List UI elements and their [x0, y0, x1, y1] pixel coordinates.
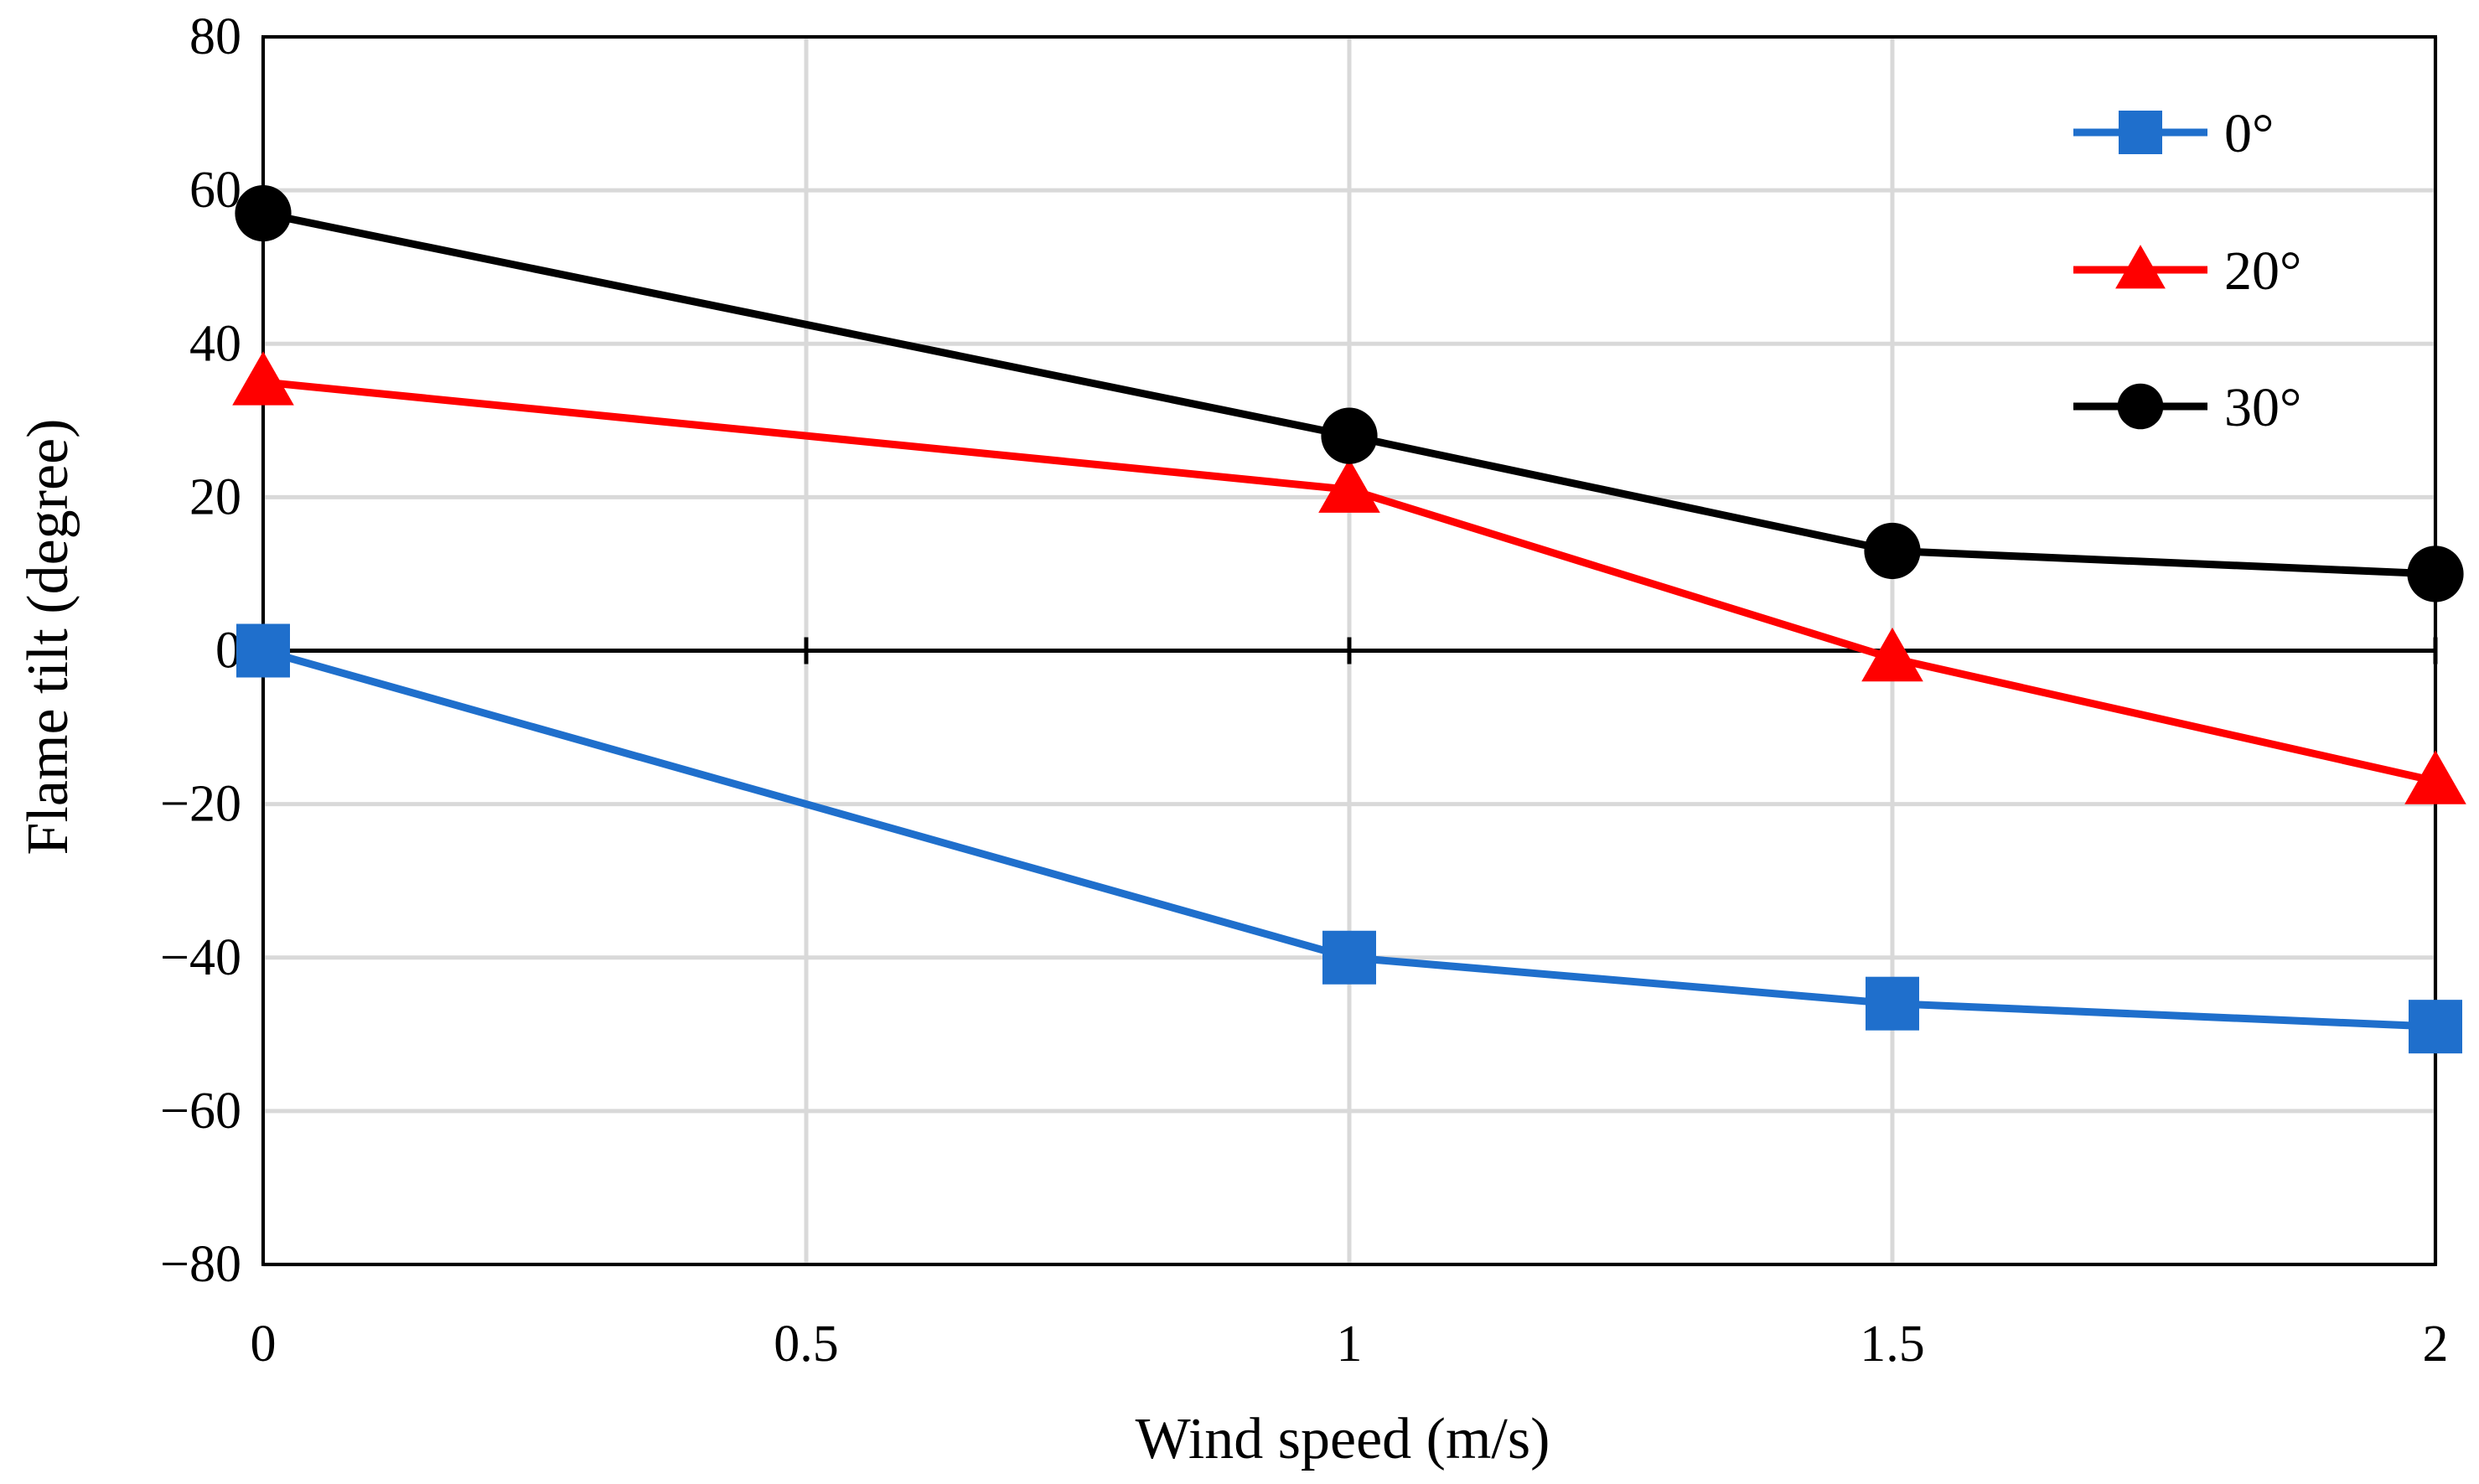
triangle-marker — [1318, 458, 1380, 513]
y-tick-label: −80 — [160, 1236, 241, 1293]
square-marker — [1322, 930, 1376, 985]
y-tick-label: −20 — [160, 776, 241, 833]
legend-item: 0° — [2073, 103, 2274, 164]
legend-label: 20° — [2224, 240, 2301, 302]
series-0 — [236, 623, 2462, 1054]
y-tick-label: −40 — [160, 929, 241, 986]
x-tick-label: 2 — [2423, 1316, 2449, 1373]
triangle-marker — [1861, 627, 1923, 682]
series-line — [262, 378, 2436, 785]
circle-marker — [1864, 522, 1921, 580]
series-group — [232, 184, 2466, 1054]
y-tick-label: 80 — [189, 8, 241, 65]
triangle-marker — [2115, 245, 2166, 289]
circle-marker — [2117, 383, 2164, 430]
square-marker — [2409, 1000, 2462, 1054]
legend-item: 30° — [2073, 377, 2301, 438]
legend-item: 20° — [2073, 240, 2301, 302]
x-tick-label: 1.5 — [1860, 1316, 1925, 1373]
x-axis-title: Wind speed (m/s) — [1136, 1407, 1550, 1471]
square-marker — [1866, 976, 1919, 1031]
circle-marker — [2407, 546, 2464, 602]
legend-label: 30° — [2224, 377, 2301, 438]
x-tick-label: 0.5 — [774, 1316, 839, 1373]
x-tick-label: 1 — [1337, 1316, 1363, 1373]
square-marker — [236, 623, 290, 678]
y-tick-label: 20 — [189, 468, 241, 525]
y-tick-label: 40 — [189, 315, 241, 372]
series-line — [262, 209, 2436, 578]
series-1 — [232, 351, 2466, 804]
series-2 — [235, 184, 2464, 602]
y-tick-label: 60 — [189, 162, 241, 219]
triangle-marker — [2404, 750, 2466, 804]
legend-label: 0° — [2224, 103, 2274, 164]
series-line — [261, 647, 2436, 1031]
y-axis-title: Flame tilt (degree) — [16, 419, 80, 856]
y-tick-label: −60 — [160, 1083, 241, 1140]
circle-marker — [235, 184, 292, 242]
x-tick-label: 0 — [251, 1316, 277, 1373]
circle-marker — [1321, 407, 1378, 464]
legend: 0° 20° 30° — [2073, 103, 2301, 438]
square-marker — [2119, 111, 2162, 154]
triangle-marker — [232, 351, 294, 406]
